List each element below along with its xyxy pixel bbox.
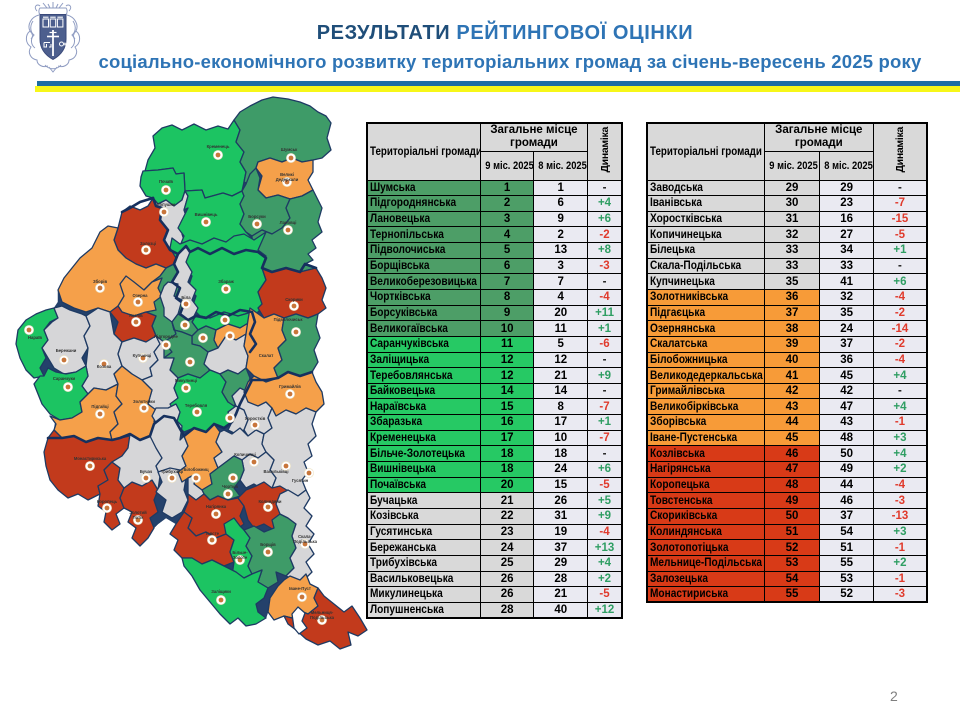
svg-text:Заліщики: Заліщики: [211, 589, 231, 594]
svg-text:Нагірянка: Нагірянка: [206, 504, 227, 509]
svg-text:Хоростків: Хоростків: [245, 416, 266, 421]
svg-text:Подільська: Подільська: [293, 539, 318, 544]
svg-text:Потік: Потік: [133, 515, 145, 520]
svg-text:Лановці: Лановці: [280, 220, 297, 225]
svg-text:Дедеркали: Дедеркали: [276, 177, 299, 182]
svg-text:Золотий: Золотий: [129, 510, 147, 515]
svg-text:Саранчуки: Саранчуки: [53, 376, 76, 381]
svg-text:Трибухівці: Трибухівці: [161, 469, 183, 474]
svg-text:Товсте: Товсте: [205, 531, 220, 536]
svg-text:Підволочиськ: Підволочиськ: [274, 317, 304, 322]
svg-text:Копичинці: Копичинці: [234, 452, 256, 457]
svg-text:Залозці: Залозці: [140, 241, 156, 246]
svg-text:Біла: Біла: [181, 295, 191, 300]
svg-text:Васильківці: Васильківці: [263, 469, 288, 474]
svg-text:Монастириська: Монастириська: [74, 456, 107, 461]
svg-text:Озерна: Озерна: [132, 293, 148, 298]
svg-text:Почаїв: Почаїв: [159, 179, 173, 184]
svg-text:Скалат: Скалат: [259, 353, 274, 358]
svg-text:Підгайці: Підгайці: [91, 404, 108, 409]
svg-text:Кременець: Кременець: [207, 144, 230, 149]
svg-text:Скорики: Скорики: [285, 297, 303, 302]
svg-text:Микулинці: Микулинці: [175, 378, 197, 383]
svg-text:Козова: Козова: [97, 364, 112, 369]
svg-text:Гримайлів: Гримайлів: [279, 384, 301, 389]
svg-text:Чортків: Чортків: [222, 484, 238, 489]
svg-text:Бережани: Бережани: [56, 348, 77, 353]
svg-text:Борсуки: Борсуки: [248, 214, 266, 219]
svg-text:Збараж: Збараж: [218, 279, 233, 284]
svg-text:Мельниця-: Мельниця-: [311, 610, 334, 615]
svg-text:Колиндяни: Колиндяни: [259, 499, 282, 504]
svg-text:Коропець: Коропець: [97, 499, 118, 504]
svg-text:Гусятин: Гусятин: [292, 478, 309, 483]
svg-text:Білобожниц: Білобожниц: [183, 467, 208, 472]
svg-text:Купчинці: Купчинці: [133, 353, 152, 358]
svg-text:Золотники: Золотники: [133, 399, 155, 404]
svg-text:Шумськ: Шумськ: [281, 147, 298, 152]
svg-text:Бучач: Бучач: [140, 469, 153, 474]
svg-text:Борщів: Борщів: [260, 542, 276, 547]
svg-text:Підгородне: Підгородне: [154, 334, 178, 339]
svg-text:Козлів: Козлів: [129, 313, 143, 318]
svg-text:Подільська: Подільська: [310, 615, 335, 620]
svg-text:Великі: Великі: [280, 172, 294, 177]
svg-text:Більче-: Більче-: [232, 550, 248, 555]
svg-text:Лопушне: Лопушне: [157, 202, 176, 207]
svg-text:Іване-Пуст: Іване-Пуст: [289, 586, 311, 591]
svg-text:Скала-: Скала-: [298, 534, 312, 539]
svg-text:Нараїв: Нараїв: [28, 335, 42, 340]
svg-text:Теребовля: Теребовля: [185, 403, 208, 408]
svg-text:Зборів: Зборів: [93, 279, 107, 284]
svg-text:Вишнівець: Вишнівець: [195, 212, 218, 217]
svg-text:Золоте: Золоте: [233, 555, 248, 560]
